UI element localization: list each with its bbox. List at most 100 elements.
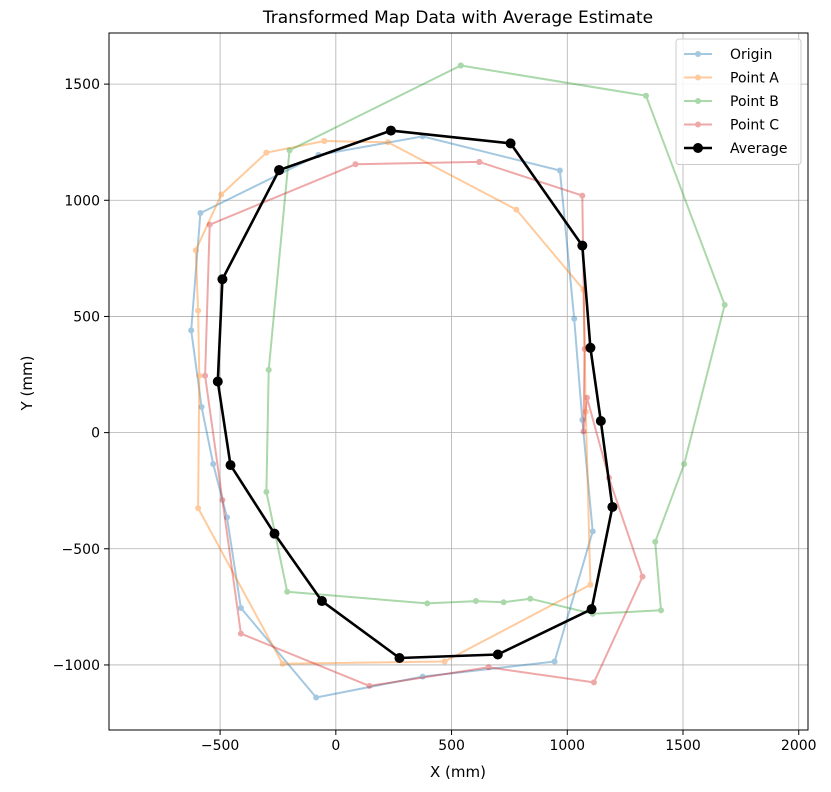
data-point-origin (198, 404, 205, 411)
data-point-point-c (579, 192, 586, 199)
data-point-origin (188, 327, 195, 334)
series-line-point-b (265, 64, 726, 615)
data-point-point-a (279, 660, 286, 667)
y-tick-label: 500 (73, 309, 100, 325)
x-tick-label: 500 (438, 738, 465, 754)
legend-label-point-a: Point A (730, 71, 779, 87)
data-point-point-c (580, 428, 587, 435)
data-point-point-c (476, 158, 483, 165)
legend-swatch-point-b (684, 98, 712, 104)
data-point-point-b (642, 92, 649, 99)
data-point-point-a (587, 581, 594, 588)
data-point-point-b (681, 460, 688, 467)
data-point-point-b (472, 598, 479, 605)
data-point-point-c (237, 630, 244, 637)
legend-marker-point-a (695, 74, 701, 81)
data-point-average (212, 376, 223, 387)
x-axis-label: X (mm) (430, 763, 486, 781)
plot-frame (108, 32, 809, 731)
data-point-point-a (321, 138, 328, 145)
data-point-point-a (582, 408, 589, 415)
series-line-average (216, 129, 614, 660)
legend-marker-average (693, 143, 703, 153)
legend-marker-origin (695, 51, 701, 57)
data-point-point-b (457, 62, 464, 69)
data-point-origin (579, 416, 586, 423)
data-point-average (585, 342, 596, 353)
series-point-a (192, 138, 594, 667)
legend: Origin Point A Point B Point C Average (675, 38, 802, 165)
data-point-average (595, 415, 606, 426)
data-point-point-b (527, 595, 534, 602)
data-point-origin (224, 514, 231, 521)
legend-label-average: Average (730, 141, 788, 157)
data-point-origin (551, 658, 558, 665)
series-line-point-a (194, 140, 592, 665)
data-point-point-b (500, 599, 507, 606)
data-point-average (269, 528, 280, 539)
series-line-point-c (204, 160, 644, 687)
data-point-point-c (352, 161, 359, 168)
legend-swatch-point-a (684, 74, 712, 81)
data-point-point-a (384, 139, 391, 146)
data-point-origin (197, 210, 204, 217)
chart-title: Transformed Map Data with Average Estima… (262, 8, 653, 28)
x-tick-label: 2000 (781, 738, 817, 754)
data-point-average (492, 649, 503, 660)
data-point-point-a (192, 247, 199, 254)
y-tick-label: −1000 (53, 658, 100, 674)
data-point-point-c (583, 394, 590, 401)
series-point-b (263, 62, 728, 617)
data-point-average (607, 501, 618, 512)
data-point-origin (556, 167, 563, 174)
data-point-origin (210, 460, 217, 467)
data-point-point-a (513, 206, 520, 213)
data-point-point-a (441, 658, 448, 665)
legend-marker-point-c (695, 121, 701, 128)
series-average (212, 125, 618, 663)
data-point-point-c (485, 664, 492, 671)
y-axis-label: Y (mm) (18, 356, 36, 412)
data-point-average (385, 125, 396, 136)
legend-label-point-b: Point B (730, 94, 779, 110)
y-tick-label: −500 (62, 542, 100, 558)
data-point-average (316, 596, 327, 607)
data-point-origin (313, 694, 320, 701)
data-point-point-b (721, 301, 728, 308)
data-point-point-a (195, 307, 202, 314)
y-tick-label: 1000 (64, 193, 100, 209)
x-tick-label: −500 (201, 738, 239, 754)
data-point-point-b (652, 538, 659, 545)
legend-marker-point-b (695, 98, 701, 104)
data-point-average (217, 274, 228, 285)
data-point-point-a (196, 372, 203, 379)
series-origin (188, 133, 596, 701)
data-point-point-b (263, 488, 270, 495)
series-line-origin (190, 135, 594, 699)
x-tick-label: 1500 (665, 738, 701, 754)
data-point-origin (237, 605, 244, 612)
data-point-average (394, 652, 405, 663)
data-point-average (505, 138, 516, 149)
data-point-point-b (658, 607, 665, 614)
data-point-point-c (366, 682, 373, 689)
legend-swatch-origin (684, 51, 712, 57)
x-tick-label: 1000 (549, 738, 585, 754)
data-point-point-c (476, 158, 483, 165)
data-point-average (274, 165, 285, 176)
data-point-origin (571, 315, 578, 322)
legend-swatch-point-c (684, 121, 712, 128)
data-point-point-b (265, 366, 272, 373)
data-point-origin (419, 673, 426, 680)
data-point-point-b (457, 62, 464, 69)
data-point-point-b (286, 147, 293, 154)
data-point-point-c (590, 679, 597, 686)
data-point-point-a (195, 505, 202, 512)
series-point-c (202, 158, 646, 689)
legend-swatch-average (684, 143, 712, 153)
data-point-average (586, 604, 597, 615)
data-point-point-c (639, 573, 646, 580)
data-point-point-b (424, 600, 431, 607)
y-tick-label: 1500 (64, 77, 100, 93)
